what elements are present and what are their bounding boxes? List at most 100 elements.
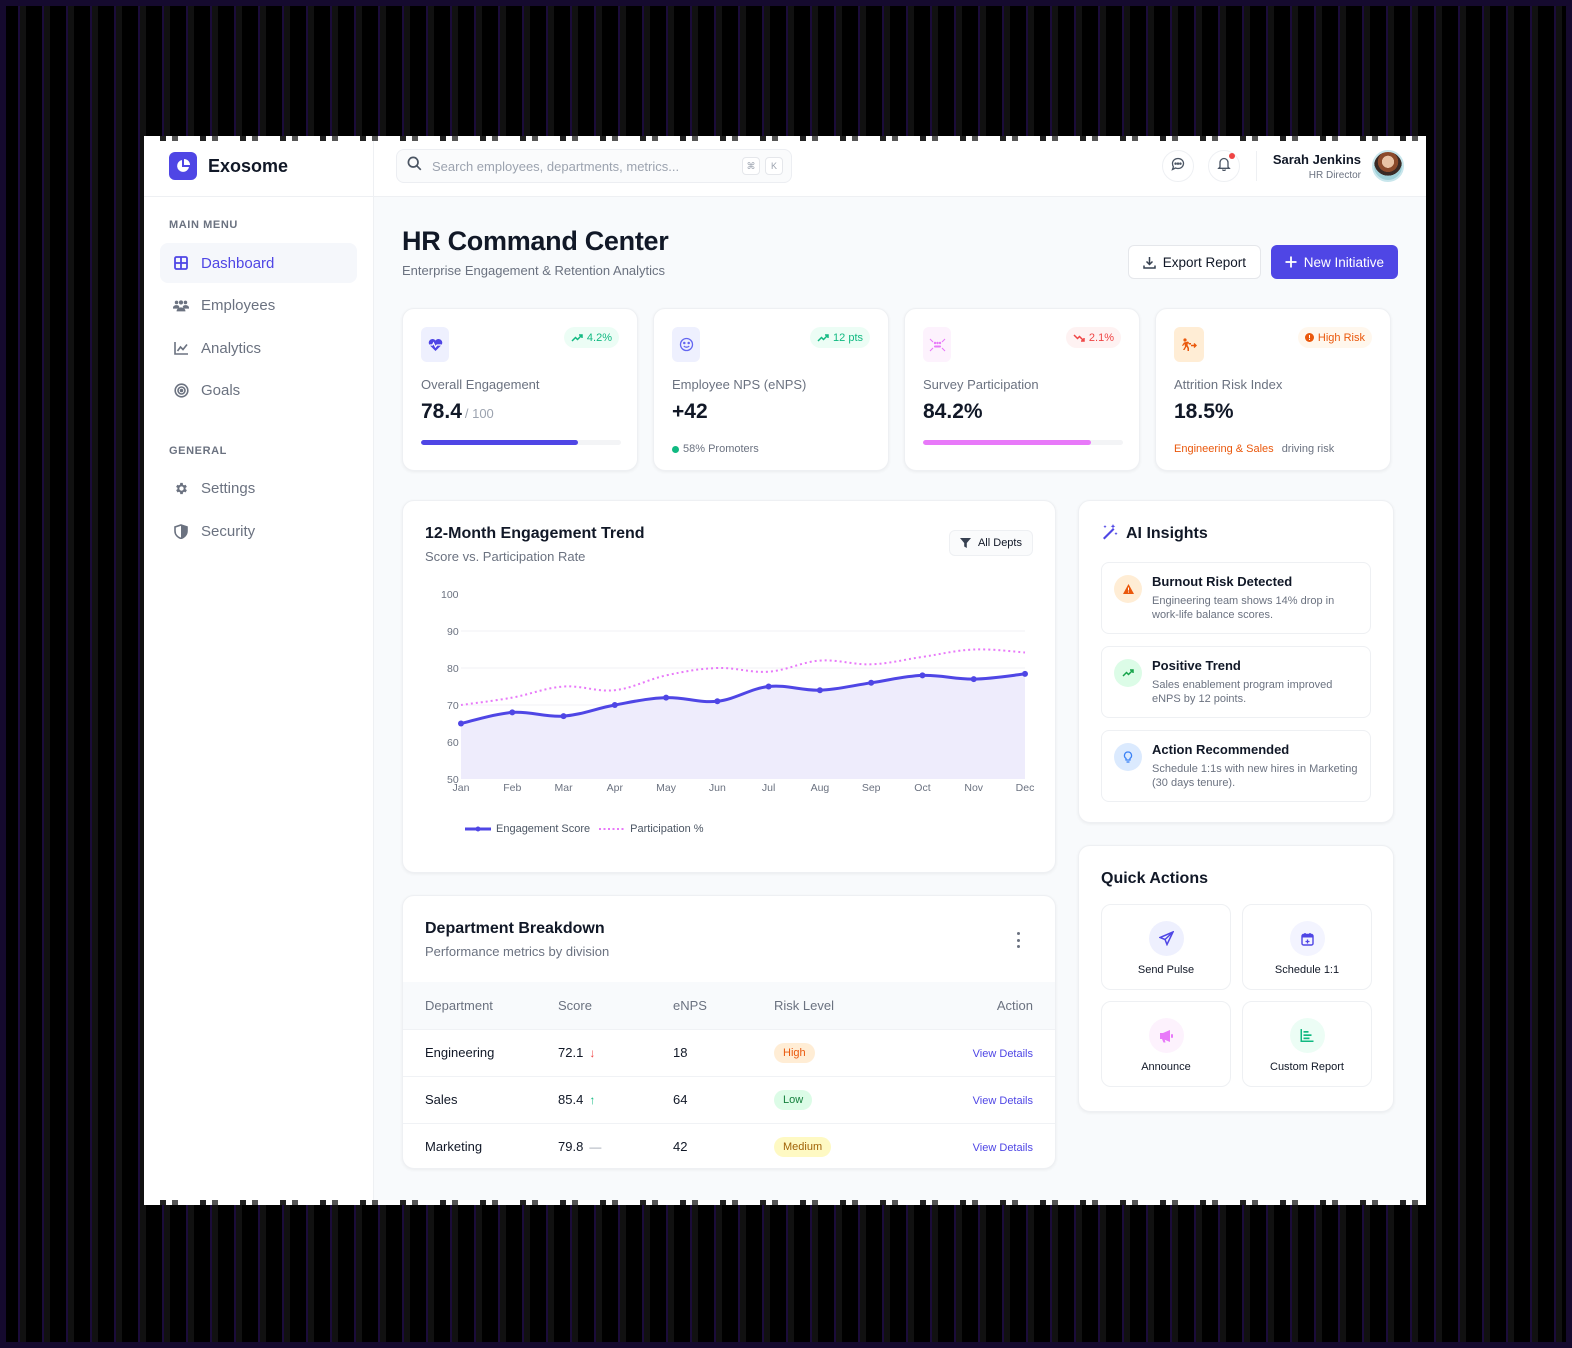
shortcut-key-k: K bbox=[765, 157, 783, 175]
sidebar-item-goals[interactable]: Goals bbox=[160, 371, 357, 411]
svg-text:Nov: Nov bbox=[964, 782, 983, 794]
search-box[interactable]: ⌘ K bbox=[396, 149, 792, 183]
shortcut-key-cmd: ⌘ bbox=[742, 157, 760, 175]
sidebar-item-settings[interactable]: Settings bbox=[160, 469, 357, 509]
enps-cell: 64 bbox=[673, 1075, 774, 1123]
data-point bbox=[816, 687, 823, 694]
card-title: AI Insights bbox=[1126, 525, 1208, 542]
shield-icon bbox=[173, 523, 189, 539]
svg-text:Jan: Jan bbox=[453, 782, 470, 794]
more-options-icon[interactable] bbox=[1013, 932, 1023, 948]
insight-item[interactable]: Burnout Risk Detected Engineering team sh… bbox=[1101, 562, 1371, 634]
data-point bbox=[560, 713, 567, 720]
sidebar-item-label: Settings bbox=[201, 480, 256, 497]
sidebar-item-analytics[interactable]: Analytics bbox=[160, 328, 357, 368]
brand-name: Exosome bbox=[208, 155, 289, 176]
risk-cell: Low bbox=[774, 1075, 893, 1123]
download-icon bbox=[1142, 256, 1156, 269]
quick-action-custom-report[interactable]: Custom Report bbox=[1242, 1001, 1372, 1087]
data-point bbox=[919, 672, 926, 679]
search-icon bbox=[407, 156, 422, 176]
view-details-link[interactable]: View Details bbox=[972, 1095, 1033, 1107]
kpi-value: 78.4/ 100 bbox=[421, 400, 494, 423]
trend-icon: — bbox=[589, 1140, 602, 1155]
export-label: Export Report bbox=[1162, 254, 1246, 270]
kpi-card-participation: 2.1% Survey Participation 84.2% bbox=[904, 308, 1140, 471]
kpi-footnote: Engineering & Sales driving risk bbox=[1174, 443, 1335, 455]
sidebar-item-label: Goals bbox=[201, 382, 241, 399]
page-title: HR Command Center bbox=[402, 226, 669, 256]
legend-engagement[interactable]: Engagement Score bbox=[465, 823, 590, 835]
view-details-link[interactable]: View Details bbox=[972, 1142, 1033, 1155]
report-icon bbox=[1289, 1018, 1325, 1053]
plus-icon bbox=[1285, 256, 1297, 268]
svg-text:100: 100 bbox=[441, 589, 459, 601]
quick-action-label: Send Pulse bbox=[1137, 964, 1195, 976]
kpi-badge: 4.2% bbox=[563, 327, 619, 348]
trend-up-icon bbox=[817, 333, 829, 342]
kpi-row: 4.2% Overall Engagement 78.4/ 100 12 pts… bbox=[402, 308, 1398, 471]
card-subtitle: Score vs. Participation Rate bbox=[425, 549, 586, 564]
search-input[interactable] bbox=[432, 158, 737, 174]
kpi-label: Attrition Risk Index bbox=[1174, 377, 1283, 392]
calendar-plus-icon bbox=[1289, 921, 1325, 956]
insight-title: Positive Trend bbox=[1152, 658, 1241, 673]
messages-button[interactable] bbox=[1161, 150, 1194, 182]
table-row: Engineering 72.1 ↓ 18 High View Details bbox=[403, 1028, 1055, 1076]
department-filter-button[interactable]: All Depts bbox=[948, 530, 1033, 556]
legend-participation[interactable]: Participation % bbox=[599, 823, 704, 835]
table-row: Sales 85.4 ↑ 64 Low View Details bbox=[403, 1075, 1055, 1123]
avatar[interactable] bbox=[1372, 150, 1404, 182]
filter-icon bbox=[959, 538, 971, 548]
gear-icon bbox=[173, 481, 189, 497]
heart-pulse-icon bbox=[421, 327, 449, 362]
new-initiative-label: New Initiative bbox=[1303, 254, 1384, 270]
svg-text:50: 50 bbox=[447, 774, 459, 786]
insight-text: Engineering team shows 14% drop in work-… bbox=[1152, 595, 1335, 621]
insight-item[interactable]: Action Recommended Schedule 1:1s with new… bbox=[1101, 730, 1371, 802]
main-area: ⌘ K Sarah Jenkins HR Di bbox=[374, 136, 1426, 1205]
quick-action-label: Announce bbox=[1141, 1061, 1191, 1073]
user-role: HR Director bbox=[1308, 169, 1361, 181]
quick-action-announce[interactable]: Announce bbox=[1101, 1001, 1231, 1087]
enps-cell: 18 bbox=[673, 1028, 774, 1076]
page-subtitle: Enterprise Engagement & Retention Analyt… bbox=[402, 263, 666, 278]
sidebar-item-dashboard[interactable]: Dashboard bbox=[160, 243, 357, 283]
quick-action-send-pulse[interactable]: Send Pulse bbox=[1101, 904, 1231, 990]
brand[interactable]: Exosome bbox=[144, 136, 373, 197]
divider bbox=[1255, 151, 1257, 181]
kpi-badge: 2.1% bbox=[1065, 327, 1121, 348]
column-header[interactable]: Risk Level bbox=[774, 997, 834, 1013]
topbar: ⌘ K Sarah Jenkins HR Di bbox=[374, 136, 1426, 197]
data-point bbox=[970, 676, 977, 683]
kpi-label: Survey Participation bbox=[923, 377, 1039, 392]
department-cell: Marketing bbox=[403, 1122, 558, 1168]
quick-action-schedule-1-1[interactable]: Schedule 1:1 bbox=[1242, 904, 1372, 990]
view-details-link[interactable]: View Details bbox=[972, 1048, 1033, 1060]
nav-heading-general: GENERAL bbox=[169, 444, 227, 457]
risk-cell: Medium bbox=[774, 1122, 893, 1168]
megaphone-icon bbox=[1148, 1018, 1184, 1053]
column-header[interactable]: eNPS bbox=[673, 997, 707, 1013]
column-header[interactable]: Score bbox=[558, 997, 592, 1013]
engagement-trend-card: 12-Month Engagement Trend Score vs. Part… bbox=[402, 500, 1056, 873]
export-report-button[interactable]: Export Report bbox=[1127, 245, 1261, 279]
svg-text:Sep: Sep bbox=[862, 782, 881, 794]
user-menu[interactable]: Sarah Jenkins HR Director bbox=[1273, 152, 1361, 181]
group-icon bbox=[923, 327, 951, 362]
target-icon bbox=[173, 383, 189, 399]
column-header[interactable]: Department bbox=[425, 997, 493, 1013]
notifications-button[interactable] bbox=[1207, 150, 1240, 182]
svg-text:May: May bbox=[656, 782, 677, 794]
kpi-label: Overall Engagement bbox=[421, 377, 540, 392]
sidebar-item-security[interactable]: Security bbox=[160, 511, 357, 551]
kpi-footnote: 58% Promoters bbox=[672, 443, 870, 455]
insight-text: Schedule 1:1s with new hires in Marketin… bbox=[1152, 763, 1358, 789]
insight-item[interactable]: Positive Trend Sales enablement program i… bbox=[1101, 646, 1371, 718]
insight-text: Sales enablement program improved eNPS b… bbox=[1152, 679, 1333, 705]
risk-cell: High bbox=[774, 1028, 893, 1076]
svg-text:70: 70 bbox=[447, 700, 459, 712]
engagement-line bbox=[460, 672, 1026, 725]
sidebar-item-employees[interactable]: Employees bbox=[160, 286, 357, 326]
new-initiative-button[interactable]: New Initiative bbox=[1270, 245, 1398, 279]
